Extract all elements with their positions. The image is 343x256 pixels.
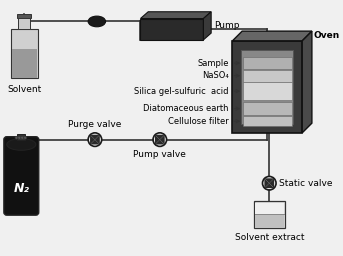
Text: Purge valve: Purge valve	[68, 120, 122, 129]
Bar	[17, 14, 31, 18]
Bar	[11, 29, 38, 78]
Bar	[233, 41, 302, 133]
Circle shape	[24, 136, 27, 139]
Circle shape	[21, 136, 24, 139]
Bar	[243, 82, 292, 100]
Bar	[243, 70, 292, 81]
Polygon shape	[155, 135, 160, 144]
FancyBboxPatch shape	[4, 137, 39, 215]
Ellipse shape	[88, 16, 106, 27]
Bar	[255, 214, 284, 228]
Text: Static valve: Static valve	[279, 179, 332, 188]
Bar	[243, 116, 292, 126]
Polygon shape	[264, 183, 274, 188]
Text: NaSO₄: NaSO₄	[202, 71, 239, 80]
Text: Pump: Pump	[214, 21, 239, 30]
Ellipse shape	[7, 139, 36, 150]
Text: Silica gel-sulfuric  acid: Silica gel-sulfuric acid	[134, 87, 239, 96]
Circle shape	[18, 136, 21, 139]
Bar	[255, 202, 284, 215]
Polygon shape	[90, 135, 95, 144]
Bar	[243, 102, 292, 115]
Bar	[243, 57, 292, 69]
Polygon shape	[155, 135, 165, 140]
Text: Solvent extract: Solvent extract	[235, 233, 304, 242]
Text: Solvent: Solvent	[7, 86, 42, 94]
Bar	[241, 50, 294, 124]
Bar	[12, 49, 37, 78]
Polygon shape	[269, 178, 274, 188]
Bar	[140, 18, 203, 40]
Polygon shape	[264, 178, 274, 183]
Polygon shape	[302, 31, 312, 133]
Text: Pump valve: Pump valve	[133, 150, 186, 159]
Bar	[19, 18, 30, 29]
Polygon shape	[203, 12, 211, 40]
Polygon shape	[233, 31, 312, 41]
Polygon shape	[90, 135, 100, 140]
Text: N₂: N₂	[13, 182, 29, 195]
Polygon shape	[90, 140, 100, 144]
Bar	[254, 201, 285, 228]
Text: Sample: Sample	[197, 59, 239, 68]
Text: Cellulose filter: Cellulose filter	[168, 117, 239, 126]
Polygon shape	[140, 12, 211, 18]
Polygon shape	[264, 178, 269, 188]
Polygon shape	[95, 135, 100, 144]
Bar	[17, 134, 25, 140]
Text: Oven: Oven	[314, 31, 340, 40]
Polygon shape	[155, 140, 165, 144]
Polygon shape	[160, 135, 165, 144]
Circle shape	[15, 136, 18, 139]
Text: Diatomaceous earth: Diatomaceous earth	[143, 104, 239, 113]
